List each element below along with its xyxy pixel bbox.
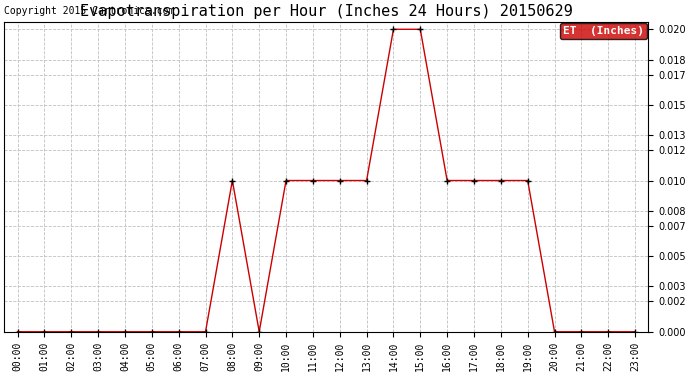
Text: Copyright 2015 Cartronics.com: Copyright 2015 Cartronics.com: [4, 6, 175, 15]
Legend: ET  (Inches): ET (Inches): [560, 23, 647, 39]
Title: Evapotranspiration per Hour (Inches 24 Hours) 20150629: Evapotranspiration per Hour (Inches 24 H…: [80, 4, 573, 19]
